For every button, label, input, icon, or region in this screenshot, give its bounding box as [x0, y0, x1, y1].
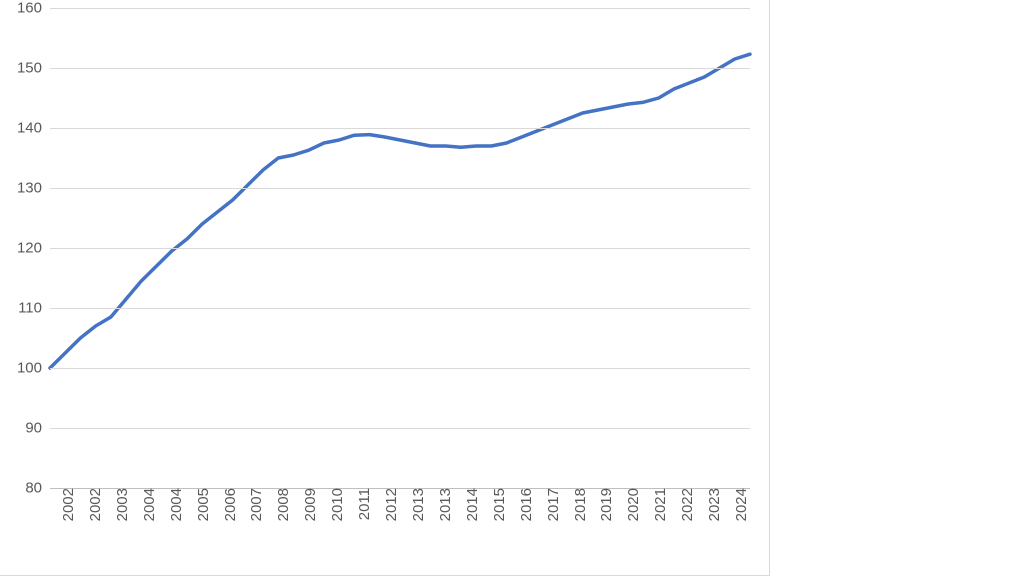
y-gridline [50, 188, 750, 189]
y-tick-label: 100 [17, 360, 50, 377]
y-tick-label: 80 [25, 480, 50, 497]
x-tick-label: 2019 [592, 488, 615, 521]
y-gridline [50, 248, 750, 249]
x-tick-label: 2005 [189, 488, 212, 521]
x-tick-label: 2004 [162, 488, 185, 521]
x-tick-label: 2007 [242, 488, 265, 521]
x-tick-label: 2008 [269, 488, 292, 521]
x-tick-label: 2018 [566, 488, 589, 521]
y-tick-label: 140 [17, 120, 50, 137]
x-tick-label: 2024 [727, 488, 750, 521]
x-tick-label: 2006 [216, 488, 239, 521]
x-tick-label: 2022 [673, 488, 696, 521]
x-tick-label: 2017 [539, 488, 562, 521]
y-tick-label: 110 [18, 300, 50, 317]
x-tick-label: 2023 [700, 488, 723, 521]
x-tick-label: 2004 [135, 488, 158, 521]
chart-container: 8090100110120130140150160200220022003200… [0, 0, 770, 576]
x-tick-label: 2003 [108, 488, 131, 521]
x-tick-label: 2002 [54, 488, 77, 521]
y-gridline [50, 308, 750, 309]
y-tick-label: 160 [17, 0, 50, 17]
y-gridline [50, 368, 750, 369]
y-gridline [50, 128, 750, 129]
y-tick-label: 120 [17, 240, 50, 257]
plot-area: 8090100110120130140150160200220022003200… [50, 8, 750, 488]
x-tick-label: 2013 [431, 488, 454, 521]
series-line [50, 54, 750, 368]
x-tick-label: 2021 [646, 488, 669, 521]
y-tick-label: 150 [17, 60, 50, 77]
x-tick-label: 2016 [512, 488, 535, 521]
y-gridline [50, 8, 750, 9]
x-tick-label: 2014 [458, 488, 481, 521]
x-tick-label: 2011 [350, 488, 373, 520]
x-tick-label: 2015 [485, 488, 508, 521]
x-tick-label: 2002 [81, 488, 104, 521]
x-tick-label: 2010 [323, 488, 346, 521]
x-tick-label: 2012 [377, 488, 400, 521]
x-tick-label: 2009 [296, 488, 319, 521]
y-gridline [50, 68, 750, 69]
y-gridline [50, 428, 750, 429]
y-tick-label: 130 [17, 180, 50, 197]
y-tick-label: 90 [25, 420, 50, 437]
x-tick-label: 2013 [404, 488, 427, 521]
x-tick-label: 2020 [619, 488, 642, 521]
